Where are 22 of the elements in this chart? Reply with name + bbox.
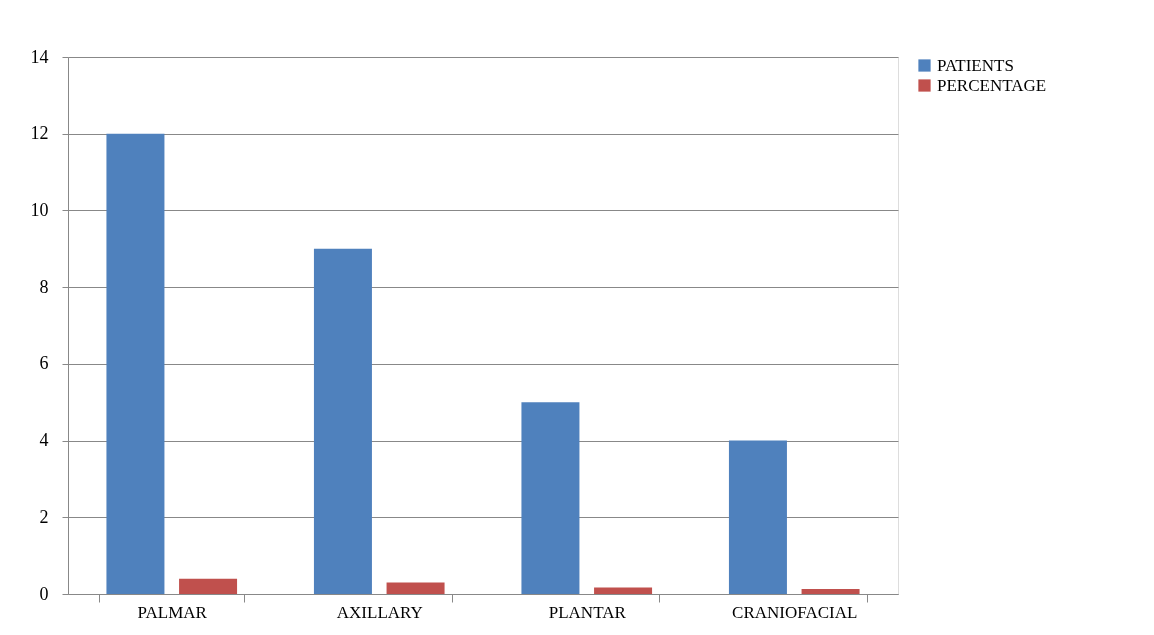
bar [179,578,238,594]
x-tick-label: PALMAR [137,602,208,622]
bar [386,582,445,594]
y-tick-label: 14 [30,46,49,67]
x-tick-label: CRANIOFACIAL [732,602,858,622]
y-tick-label: 0 [39,583,49,604]
y-tick-label: 8 [39,276,49,297]
x-tick-label: AXILLARY [336,602,423,622]
x-tick-label: PLANTAR [548,602,627,622]
bar [594,587,653,594]
y-tick-label: 12 [30,123,49,144]
bar [801,589,860,594]
y-tick-label: 2 [39,506,49,527]
legend-label: PERCENTAGE [937,75,1047,95]
y-tick-label: 10 [30,199,49,220]
bar [106,133,165,594]
y-tick-label: 6 [39,353,49,374]
bar [521,402,580,594]
legend-label: PATIENTS [937,55,1014,75]
y-tick-label: 4 [39,430,49,451]
bar [313,248,372,594]
bar [728,440,787,594]
